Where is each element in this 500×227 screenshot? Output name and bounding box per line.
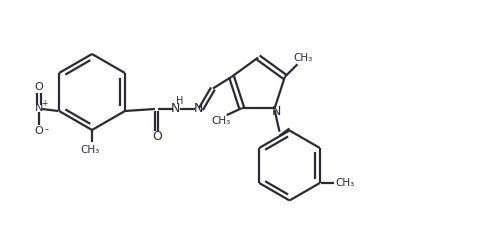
Text: N: N	[194, 101, 203, 114]
Text: N: N	[171, 101, 180, 114]
Text: O: O	[152, 131, 162, 143]
Text: H: H	[176, 96, 184, 106]
Text: CH₃: CH₃	[335, 178, 354, 188]
Text: O: O	[34, 82, 43, 92]
Text: CH₃: CH₃	[211, 116, 231, 126]
Text: CH₃: CH₃	[80, 145, 100, 155]
Text: O: O	[34, 126, 43, 136]
Text: CH₃: CH₃	[294, 53, 313, 63]
Text: +: +	[41, 99, 48, 108]
Text: N: N	[272, 105, 281, 118]
Text: -: -	[44, 124, 48, 134]
Text: N: N	[35, 103, 43, 113]
